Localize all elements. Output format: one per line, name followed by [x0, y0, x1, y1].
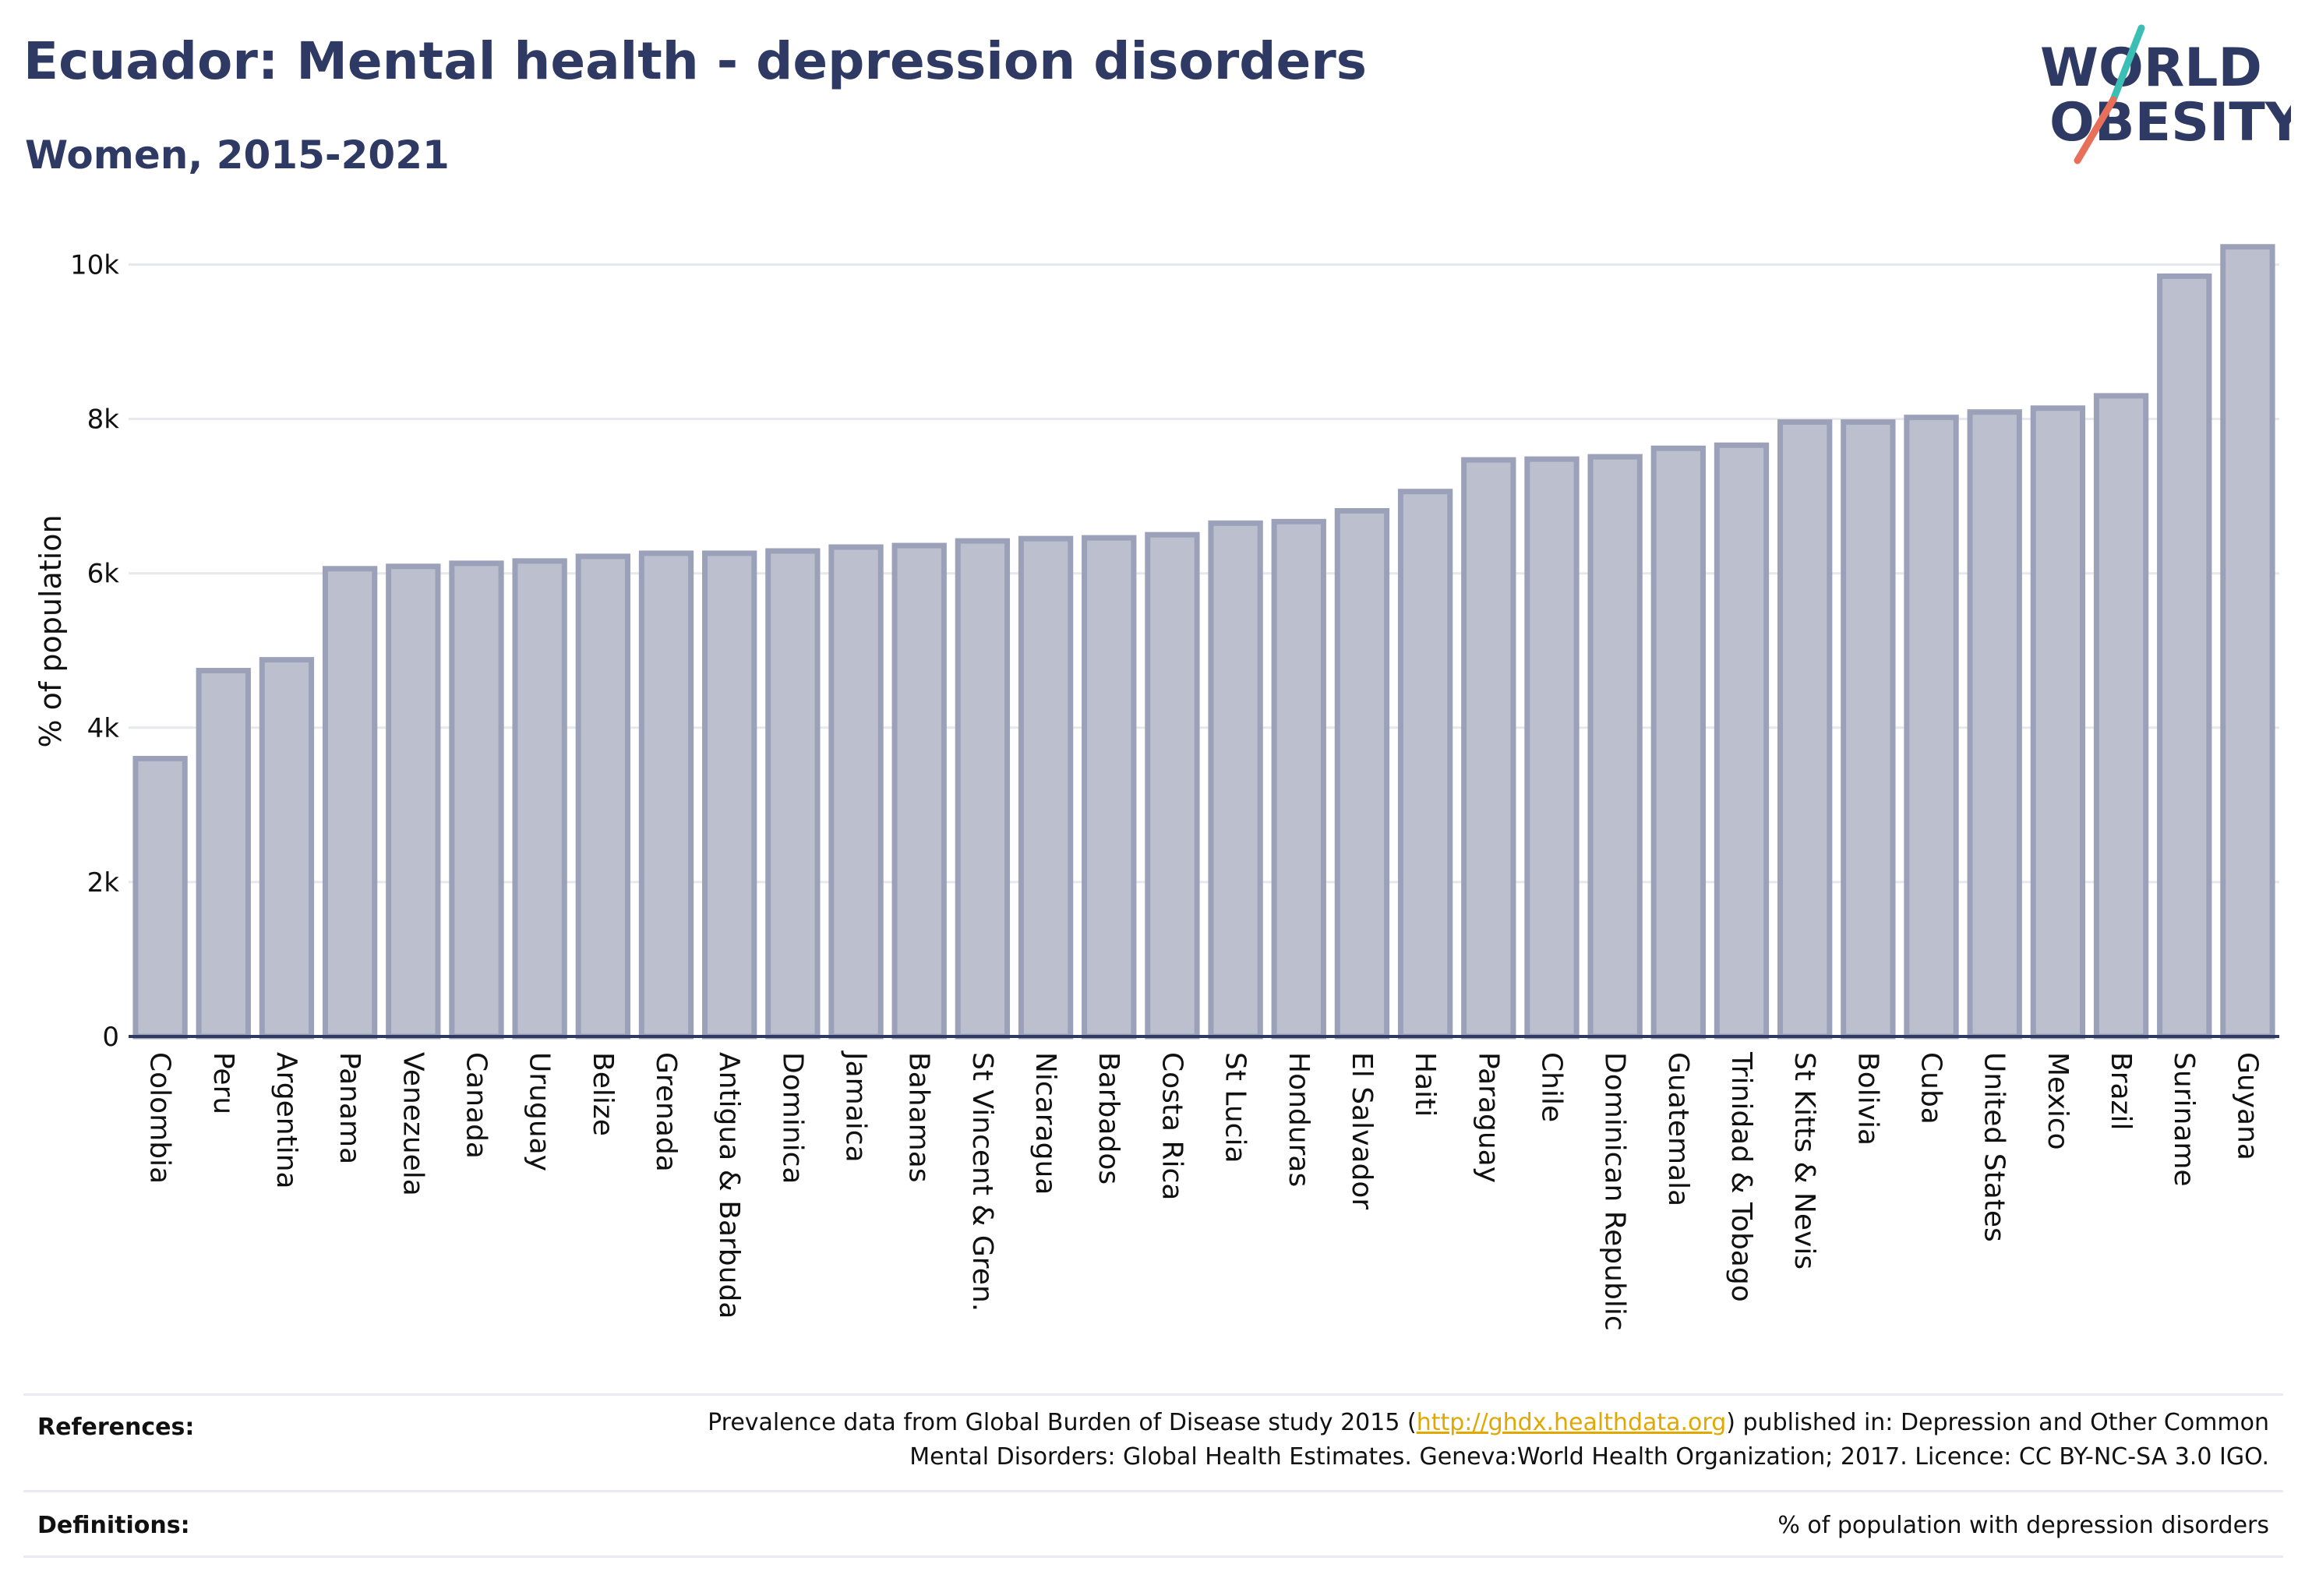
bar	[2093, 393, 2149, 1040]
references-link[interactable]: http://ghdx.healthdata.org	[1416, 1409, 1727, 1436]
y-tick-label: 8k	[87, 404, 120, 436]
bar	[322, 566, 378, 1040]
bar	[1397, 489, 1453, 1040]
definitions-row: Definitions: % of population with depres…	[23, 1499, 2283, 1554]
x-tick-label: Brazil	[2105, 1052, 2137, 1130]
x-tick-label: Mexico	[2042, 1052, 2074, 1150]
world-obesity-logo: WORLD OBESITY	[2040, 24, 2291, 164]
x-tick-label: Paraguay	[1472, 1052, 1504, 1183]
bar	[1714, 442, 1770, 1040]
x-tick-label: Dominican Republic	[1599, 1052, 1631, 1331]
bar	[1524, 456, 1580, 1040]
x-tick-label: Bahamas	[903, 1052, 935, 1183]
bar	[196, 668, 251, 1040]
x-tick-label: Guyana	[2231, 1052, 2263, 1160]
x-tick-label: Grenada	[650, 1052, 682, 1172]
bar	[449, 560, 504, 1040]
x-tick-label: Barbados	[1092, 1052, 1124, 1185]
x-tick-label: Uruguay	[524, 1052, 556, 1171]
x-tick-label: St Kitts & Nevis	[1788, 1052, 1820, 1269]
bar	[1967, 409, 2022, 1040]
bar	[891, 542, 947, 1040]
bar	[2157, 273, 2212, 1040]
bar-chart: 0 2k 4k 6k 8k 10k Colombia Peru Argentina Panama…	[34, 244, 2279, 1331]
x-tick-label: Dominica	[776, 1052, 808, 1185]
bar	[1018, 535, 1074, 1040]
references-text-before: Prevalence data from Global Burden of Di…	[708, 1409, 1417, 1436]
refs-top-rule	[23, 1393, 2283, 1396]
x-tick-label: Suriname	[2168, 1052, 2200, 1187]
refs-mid-rule	[23, 1490, 2283, 1492]
bar	[2030, 405, 2086, 1040]
bar	[132, 755, 188, 1040]
y-tick-label: 2k	[87, 867, 120, 899]
y-axis-label: % of population	[34, 514, 68, 747]
references-text: Prevalence data from Global Burden of Di…	[708, 1406, 2269, 1474]
bar	[386, 563, 441, 1040]
x-axis-ticks: Colombia Peru Argentina Panama Venezuela Cana…	[144, 1050, 2264, 1331]
y-tick-label: 10k	[70, 250, 119, 281]
bar	[955, 538, 1011, 1040]
bar	[1904, 415, 1959, 1040]
x-tick-label: Haiti	[1409, 1052, 1441, 1117]
bar	[2220, 244, 2275, 1040]
x-tick-label: Peru	[207, 1052, 239, 1114]
y-tick-label: 4k	[87, 713, 120, 744]
bar	[575, 553, 630, 1040]
x-tick-label: Bolivia	[1851, 1052, 1883, 1146]
x-tick-label: Costa Rica	[1156, 1052, 1188, 1200]
bar	[638, 550, 694, 1040]
x-tick-label: Panama	[334, 1052, 365, 1164]
bar	[1145, 531, 1200, 1040]
bar	[1777, 419, 1833, 1040]
chart-subtitle: Women, 2015-2021	[25, 132, 450, 178]
references-text-line2: Mental Disorders: Global Health Estimate…	[909, 1443, 2269, 1471]
references-label: References:	[37, 1414, 195, 1441]
bar	[1334, 507, 1390, 1040]
x-tick-label: St Vincent & Gren.	[966, 1052, 998, 1312]
y-tick-label: 0	[102, 1022, 119, 1053]
bar	[765, 548, 821, 1040]
bar	[1587, 454, 1643, 1040]
x-tick-label: United States	[1978, 1052, 2010, 1242]
x-tick-label: Colombia	[144, 1052, 176, 1184]
x-tick-label: Chile	[1535, 1052, 1567, 1122]
x-tick-label: Canada	[460, 1052, 492, 1159]
x-tick-label: Nicaragua	[1029, 1052, 1061, 1195]
bar	[1208, 520, 1263, 1040]
x-tick-label: Belize	[587, 1052, 619, 1136]
logo-slash-coral	[2074, 96, 2117, 164]
x-tick-label: Venezuela	[397, 1052, 429, 1196]
bar	[828, 544, 884, 1040]
definitions-text: % of population with depression disorder…	[1777, 1512, 2269, 1539]
x-tick-label: Honduras	[1283, 1052, 1315, 1187]
bar	[259, 657, 315, 1040]
references-row: References: Prevalence data from Global …	[23, 1403, 2283, 1488]
logo-line-world: WORLD	[2040, 37, 2262, 99]
bar	[1841, 419, 1896, 1040]
x-tick-label: Cuba	[1915, 1052, 1947, 1125]
bars	[132, 244, 2275, 1040]
x-tick-label: Trinidad & Tobago	[1725, 1051, 1757, 1302]
bar	[1082, 535, 1137, 1040]
y-axis-ticks: 0 2k 4k 6k 8k 10k	[70, 250, 119, 1053]
references-text-after: ) published in: Depression and Other Com…	[1726, 1409, 2269, 1436]
x-tick-label: Guatemala	[1662, 1052, 1694, 1206]
x-tick-label: St Lucia	[1220, 1052, 1251, 1163]
bar	[1461, 457, 1516, 1040]
bar	[512, 558, 567, 1040]
bar	[1650, 445, 1706, 1040]
bar	[1271, 518, 1326, 1040]
logo-slash-teal	[2109, 24, 2145, 104]
x-tick-label: Argentina	[270, 1052, 302, 1189]
y-tick-label: 6k	[87, 559, 120, 590]
bar	[702, 550, 757, 1040]
x-tick-label: El Salvador	[1346, 1052, 1378, 1209]
x-tick-label: Antigua & Barbuda	[713, 1052, 745, 1319]
x-tick-label: Jamaica	[840, 1050, 872, 1163]
chart-title: Ecuador: Mental health - depression diso…	[23, 31, 1368, 91]
definitions-label: Definitions:	[37, 1512, 190, 1539]
refs-bottom-rule	[23, 1555, 2283, 1558]
